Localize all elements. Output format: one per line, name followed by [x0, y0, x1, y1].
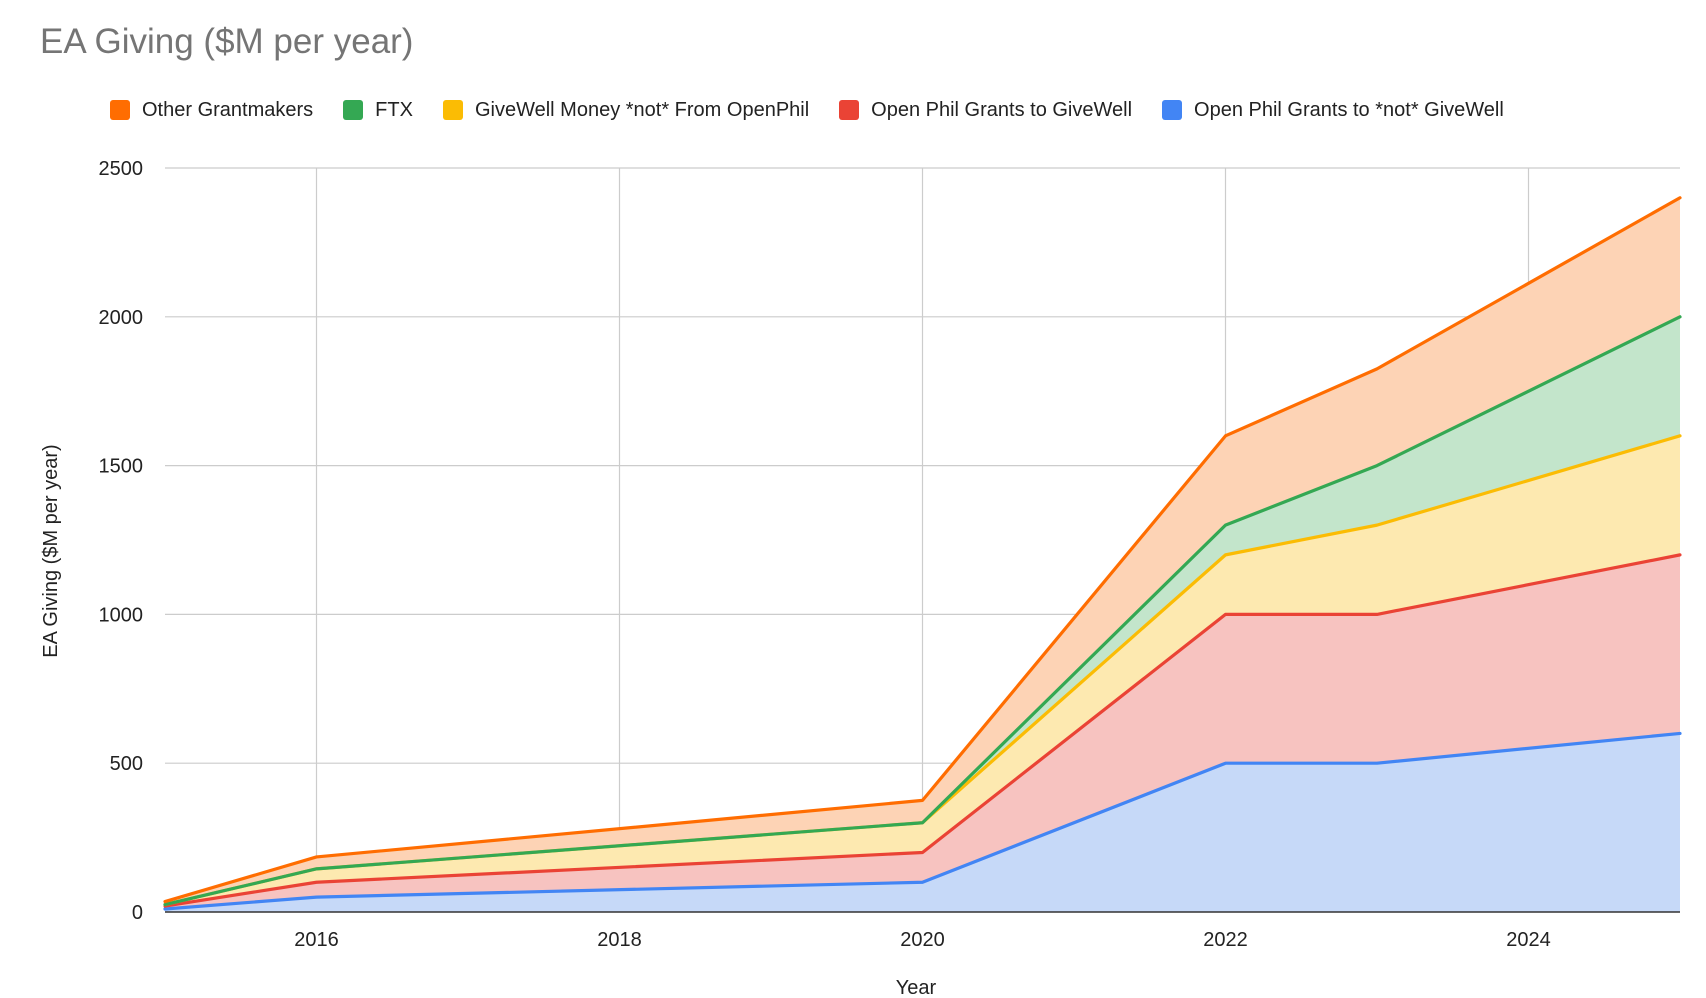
legend-item-openphil-not-givewell[interactable]: Open Phil Grants to *not* GiveWell: [1162, 99, 1504, 122]
line-series-0[interactable]: [163, 731, 1682, 911]
area-series-2: [165, 435, 1680, 907]
chart-legend: Other Grantmakers FTX GiveWell Money *no…: [110, 96, 1504, 124]
area-layer: [165, 197, 1680, 912]
y-tick-label: 0: [132, 902, 143, 924]
y-tick-label: 500: [110, 753, 143, 775]
x-tick-label: 2024: [1506, 929, 1551, 951]
x-tick-label: 2018: [597, 929, 642, 951]
area-series-0: [165, 733, 1680, 912]
legend-item-other-grantmakers[interactable]: Other Grantmakers: [110, 99, 313, 122]
legend-label-givewell-not-openphil: GiveWell Money *not* From OpenPhil: [474, 98, 810, 121]
legend-label-ftx: FTX: [375, 98, 413, 121]
legend-swatch-openphil-not-givewell: [1162, 100, 1183, 120]
legend-item-openphil-to-givewell[interactable]: Open Phil Grants to GiveWell: [839, 99, 1132, 122]
y-tick-label: 2000: [99, 307, 144, 329]
legend-swatch-ftx: [343, 100, 364, 120]
legend-swatch-givewell-not-openphil: [442, 100, 463, 120]
legend-swatch-openphil-to-givewell: [839, 100, 860, 120]
x-axis-title: Year: [896, 977, 937, 998]
x-tick-label: 2022: [1203, 929, 1248, 951]
legend-label-openphil-not-givewell: Open Phil Grants to *not* GiveWell: [1194, 98, 1504, 121]
y-tick-label: 1000: [99, 604, 144, 626]
x-tick-label: 2020: [900, 929, 945, 951]
x-tick-label: 2016: [294, 929, 339, 951]
chart-title: EA Giving ($M per year): [40, 22, 414, 61]
line-series-4[interactable]: [163, 196, 1682, 904]
area-series-1: [165, 554, 1680, 910]
line-series-3[interactable]: [163, 315, 1682, 907]
legend-label-openphil-to-givewell: Open Phil Grants to GiveWell: [871, 98, 1133, 121]
axis-layer: 0 500 1000 1500 2000 2500 2016 2018 2020 2022 2024: [99, 158, 1680, 951]
legend-item-givewell-not-openphil[interactable]: GiveWell Money *not* From OpenPhil: [442, 98, 810, 122]
y-axis-title: EA Giving ($M per year): [40, 444, 62, 657]
line-layer: [163, 196, 1682, 911]
line-series-1[interactable]: [163, 553, 1682, 908]
y-tick-label: 2500: [99, 158, 144, 180]
legend-item-ftx[interactable]: FTX: [343, 99, 413, 122]
y-tick-label: 1500: [99, 456, 144, 478]
legend-swatch-other-grantmakers: [110, 100, 130, 120]
legend-label-other-grantmakers: Other Grantmakers: [142, 98, 314, 121]
